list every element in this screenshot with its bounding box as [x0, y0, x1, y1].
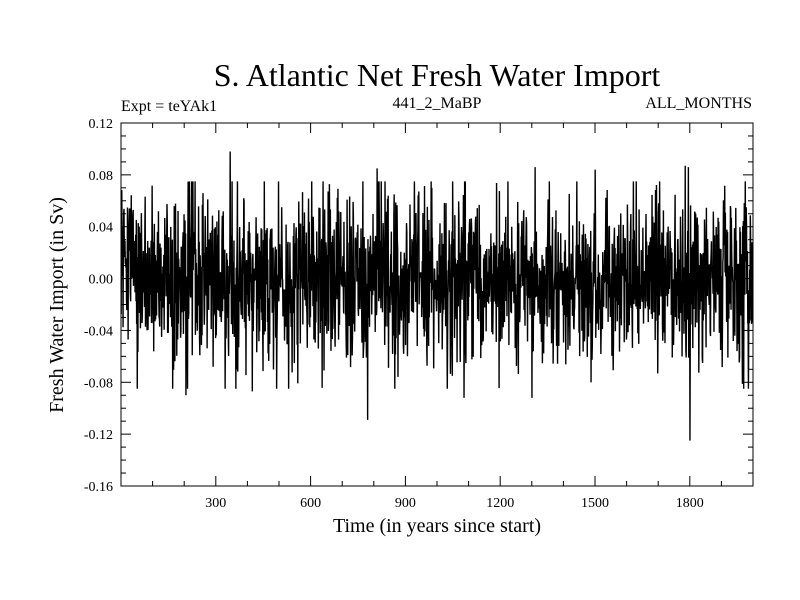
- y-tick-label: 0.00: [89, 273, 114, 288]
- x-tick-label: 900: [395, 496, 416, 511]
- y-tick-label: 0.04: [89, 221, 114, 236]
- chart-title: S. Atlantic Net Fresh Water Import: [214, 57, 661, 93]
- y-axis-label: Fresh Water Import (in Sv): [46, 197, 68, 413]
- x-tick-label: 1500: [581, 496, 609, 511]
- x-tick-label: 1200: [486, 496, 514, 511]
- y-tick-label: 0.08: [89, 169, 114, 184]
- experiment-label: Expt = teYAk1: [121, 98, 217, 115]
- y-tick-label: -0.16: [84, 480, 113, 495]
- plot-frame: [120, 122, 754, 487]
- run-label: 441_2_MaBP: [393, 95, 482, 112]
- y-tick-label: -0.12: [84, 428, 113, 443]
- months-label: ALL_MONTHS: [645, 95, 752, 112]
- y-tick-label: 0.12: [89, 117, 114, 132]
- x-tick-label: 1800: [676, 496, 704, 511]
- x-axis-label: Time (in years since start): [333, 515, 541, 537]
- y-tick-label: -0.08: [84, 376, 113, 391]
- y-tick-label: -0.04: [84, 324, 113, 339]
- x-tick-label: 300: [205, 496, 226, 511]
- fresh-water-series-line: [120, 151, 754, 441]
- x-tick-label: 600: [300, 496, 321, 511]
